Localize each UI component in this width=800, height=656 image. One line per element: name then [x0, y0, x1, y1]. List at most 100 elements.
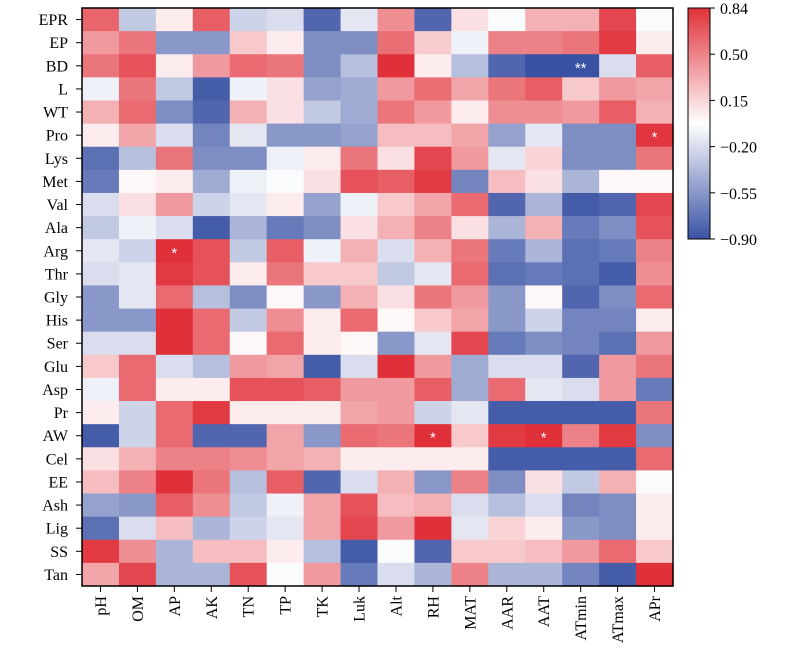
heatmap-cell: [192, 146, 231, 171]
heatmap-cell: [488, 562, 526, 587]
heatmap-cell: [525, 262, 563, 287]
heatmap-cell: [599, 192, 637, 217]
heatmap-cell: [451, 562, 489, 587]
heatmap-cell: [525, 285, 563, 310]
heatmap-cell: [192, 539, 231, 564]
heatmap-cell: [525, 31, 563, 55]
colorbar: 0.84 0.50 0.15 −0.20 −0.55 −0.90: [687, 1, 757, 249]
heatmap-cell: [266, 54, 305, 78]
heatmap-cell: [303, 562, 342, 587]
heatmap-cell: [599, 123, 637, 148]
heatmap-cell: [303, 331, 342, 356]
heatmap-cell: [266, 216, 305, 240]
heatmap-cell: [82, 493, 120, 518]
heatmap-cell: [562, 377, 600, 402]
heatmap-cell: [525, 100, 563, 125]
heatmap-cell: [155, 562, 194, 587]
column-label: TN: [241, 596, 258, 618]
heatmap-cell: [488, 216, 526, 240]
heatmap-cell: [155, 493, 194, 518]
heatmap-cell: [229, 54, 268, 78]
heatmap-cell: [303, 192, 342, 217]
row-label: Cel: [46, 451, 69, 468]
heatmap-cell: [377, 123, 416, 148]
heatmap-cell: [525, 54, 563, 78]
heatmap-cell: [340, 146, 379, 171]
heatmap-cell: [488, 100, 526, 125]
heatmap-cell: [451, 377, 489, 402]
heatmap-cell: [451, 424, 489, 448]
colorbar-tick-label: −0.90: [720, 232, 757, 249]
heatmap-cell: [266, 77, 305, 102]
heatmap-cell: [229, 123, 268, 148]
heatmap-cell: [340, 77, 379, 102]
heatmap-cell: [82, 216, 120, 240]
heatmap-cell: [414, 562, 452, 587]
significance-marker: **: [575, 60, 587, 77]
heatmap-cell: [525, 354, 563, 379]
heatmap-cell: [451, 516, 489, 541]
heatmap-cell: [488, 54, 526, 78]
heatmap-cell: [562, 354, 600, 379]
row-label: Lys: [45, 151, 68, 168]
heatmap-cell: [562, 308, 600, 333]
heatmap-cell: [636, 562, 674, 587]
heatmap-cell: [155, 77, 194, 102]
heatmap-cell: [377, 31, 416, 55]
heatmap-cell: [118, 54, 157, 78]
heatmap-cell: [118, 539, 157, 564]
heatmap-cell: [266, 308, 305, 333]
heatmap-cell: [192, 493, 231, 518]
heatmap-cell: [118, 447, 157, 471]
heatmap-cell: [340, 447, 379, 471]
heatmap-cell: [377, 239, 416, 263]
heatmap-cell: [636, 516, 674, 541]
heatmap-cell: [488, 308, 526, 333]
heatmap-cell: [118, 31, 157, 55]
heatmap-cell: [451, 308, 489, 333]
heatmap-cell: [377, 169, 416, 194]
heatmap-cell: [562, 123, 600, 148]
heatmap-cell: [266, 192, 305, 217]
significance-marker: *: [652, 129, 658, 146]
colorbar-tick-label: −0.55: [720, 186, 757, 203]
heatmap-cell: [414, 308, 452, 333]
heatmap-cell: [266, 123, 305, 148]
heatmap-cell: [82, 146, 120, 171]
heatmap-cell: [599, 331, 637, 356]
heatmap-cell: [266, 424, 305, 448]
heatmap-cell: [118, 8, 157, 32]
heatmap-cell: [377, 539, 416, 564]
heatmap-cell: [118, 192, 157, 217]
heatmap-cell: [377, 401, 416, 425]
heatmap-cell: [525, 401, 563, 425]
heatmap-cell: [229, 377, 268, 402]
heatmap-cell: [303, 216, 342, 240]
heatmap-cell: [636, 239, 674, 263]
heatmap-cell: [192, 8, 231, 32]
row-label: Asp: [42, 382, 68, 399]
heatmap-cell: [192, 516, 231, 541]
heatmap-cell: [377, 77, 416, 102]
heatmap-cell: [266, 262, 305, 287]
heatmap-cell: [636, 354, 674, 379]
heatmap-cell: [192, 77, 231, 102]
heatmap-cell: [266, 377, 305, 402]
heatmap-cell: [192, 401, 231, 425]
heatmap-cell: [82, 424, 120, 448]
heatmap-cell: [488, 377, 526, 402]
heatmap-cell: [340, 216, 379, 240]
heatmap-cell: [451, 285, 489, 310]
heatmap-cell: [377, 470, 416, 495]
heatmap-cell: [414, 54, 452, 78]
heatmap-cell: [340, 516, 379, 541]
heatmap-cell: [599, 562, 637, 587]
heatmap-cell: [155, 308, 194, 333]
heatmap-cell: [229, 100, 268, 125]
heatmap-cell: [636, 100, 674, 125]
heatmap-cell: [414, 192, 452, 217]
heatmap-cell: [451, 493, 489, 518]
heatmap-cell: [414, 401, 452, 425]
heatmap-cell: [155, 123, 194, 148]
